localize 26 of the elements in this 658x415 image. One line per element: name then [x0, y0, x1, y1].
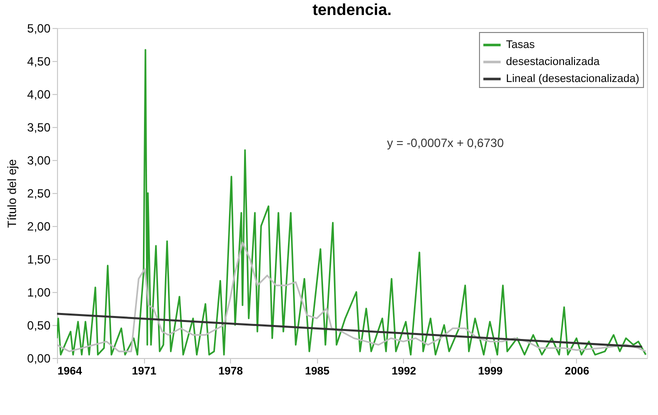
y-tick-label: 0,00 — [27, 352, 51, 366]
x-tick-label: 1971 — [132, 366, 156, 378]
line-series — [57, 48, 647, 356]
y-tick-label: 3,00 — [27, 154, 51, 168]
x-tick-label: 1964 — [58, 366, 83, 378]
x-tick-label: 1978 — [218, 366, 243, 378]
y-tick-label: 1,50 — [27, 252, 51, 266]
legend-label: Lineal (desestacionalizada) — [506, 73, 640, 85]
y-tick-label: 4,00 — [27, 88, 51, 102]
y-tick-label: 2,50 — [27, 186, 51, 200]
x-tick-label: 1985 — [305, 366, 330, 378]
y-tick-label: 1,00 — [27, 286, 51, 300]
line-series — [57, 242, 647, 352]
y-tick-label: 2,00 — [27, 220, 51, 234]
chart-title: tendencia. — [312, 2, 392, 19]
y-tick-label: 5,00 — [27, 22, 51, 36]
y-tick-label: 4,50 — [27, 54, 51, 68]
annotation: y = -0,0007x + 0,6730 — [387, 136, 504, 150]
x-tick-label: 2006 — [564, 366, 590, 378]
legend-label: desestacionalizada — [506, 56, 600, 68]
y-tick-label: 3,50 — [27, 120, 51, 134]
legend-label: Tasas — [506, 39, 536, 51]
x-tick-label: 1999 — [478, 366, 503, 378]
y-tick-label: 0,50 — [27, 318, 51, 332]
y-axis-title: Título del eje — [5, 158, 20, 228]
x-tick-label: 1992 — [392, 366, 416, 378]
